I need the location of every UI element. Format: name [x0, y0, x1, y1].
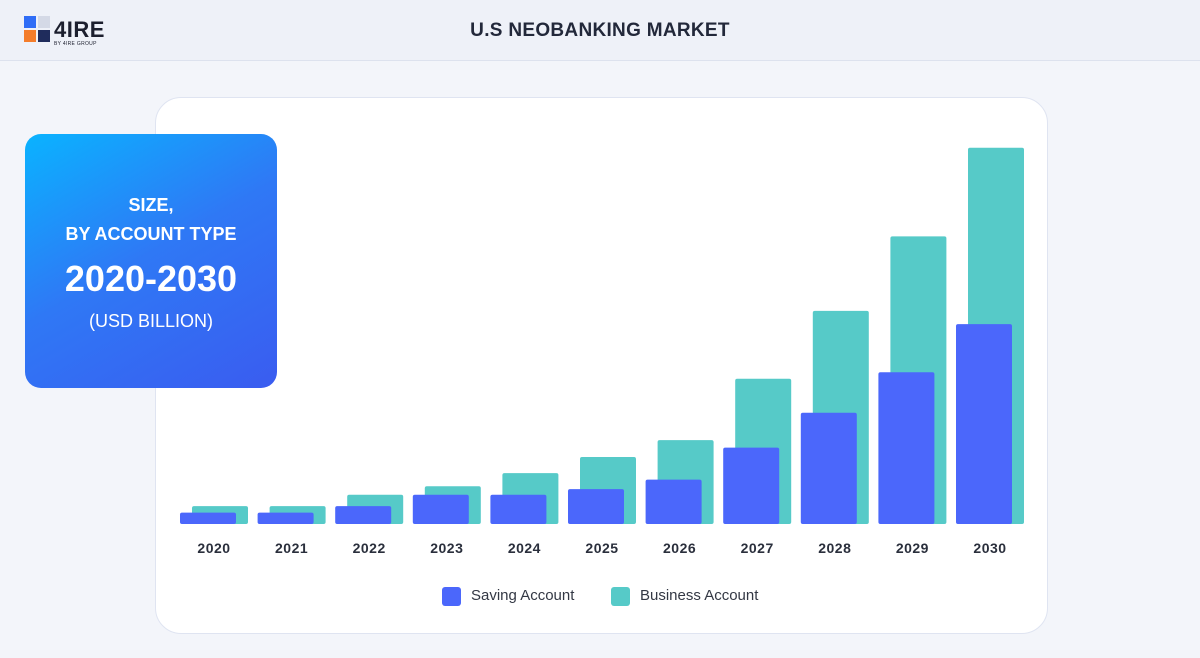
legend-swatch-business — [611, 587, 630, 606]
info-segment-label: BY ACCOUNT TYPE — [65, 224, 237, 244]
bar-saving-2028 — [800, 412, 857, 524]
info-size-label: SIZE, — [128, 195, 174, 215]
info-year-range: 2020-2030 — [64, 258, 238, 299]
header-bar: 4IRE BY 4IRE GROUP U.S NEOBANKING MARKET — [0, 0, 1200, 61]
x-tick-label-2026: 2026 — [663, 540, 696, 556]
x-tick-label-2030: 2030 — [973, 540, 1006, 556]
chart-legend: Saving Account Business Account — [0, 585, 1200, 609]
bar-saving-2027 — [723, 447, 780, 524]
chart-info-box: SIZE, BY ACCOUNT TYPE 2020-2030 (USD BIL… — [25, 134, 277, 388]
x-tick-label-2028: 2028 — [818, 540, 851, 556]
bar-saving-2021 — [257, 512, 314, 524]
page-title: U.S NEOBANKING MARKET — [470, 20, 730, 41]
x-tick-label-2025: 2025 — [585, 540, 618, 556]
info-unit-label: (USD BILLION) — [88, 311, 214, 331]
x-tick-label-2029: 2029 — [896, 540, 929, 556]
x-tick-label-2024: 2024 — [508, 540, 541, 556]
bar-saving-2025 — [568, 489, 624, 524]
legend-swatch-saving — [442, 587, 461, 606]
bar-saving-2020 — [180, 512, 236, 524]
x-tick-label-2021: 2021 — [275, 540, 308, 556]
logo-mark-icon — [24, 16, 50, 42]
bar-saving-2024 — [490, 494, 547, 524]
legend-label-saving: Saving Account — [471, 587, 575, 604]
logo-wordmark: 4IRE — [54, 17, 105, 42]
brand-logo[interactable]: 4IRE BY 4IRE GROUP — [24, 16, 124, 48]
x-tick-label-2022: 2022 — [353, 540, 386, 556]
logo-subtext: BY 4IRE GROUP — [54, 41, 97, 47]
x-tick-label-2023: 2023 — [430, 540, 463, 556]
x-tick-label-2027: 2027 — [741, 540, 774, 556]
legend-label-business: Business Account — [640, 587, 759, 604]
bar-saving-2030 — [956, 324, 1012, 524]
x-tick-label-2020: 2020 — [197, 540, 230, 556]
bar-saving-2029 — [878, 372, 935, 524]
bar-saving-2023 — [412, 494, 469, 524]
bar-saving-2022 — [335, 506, 392, 524]
bar-saving-2026 — [645, 479, 702, 524]
